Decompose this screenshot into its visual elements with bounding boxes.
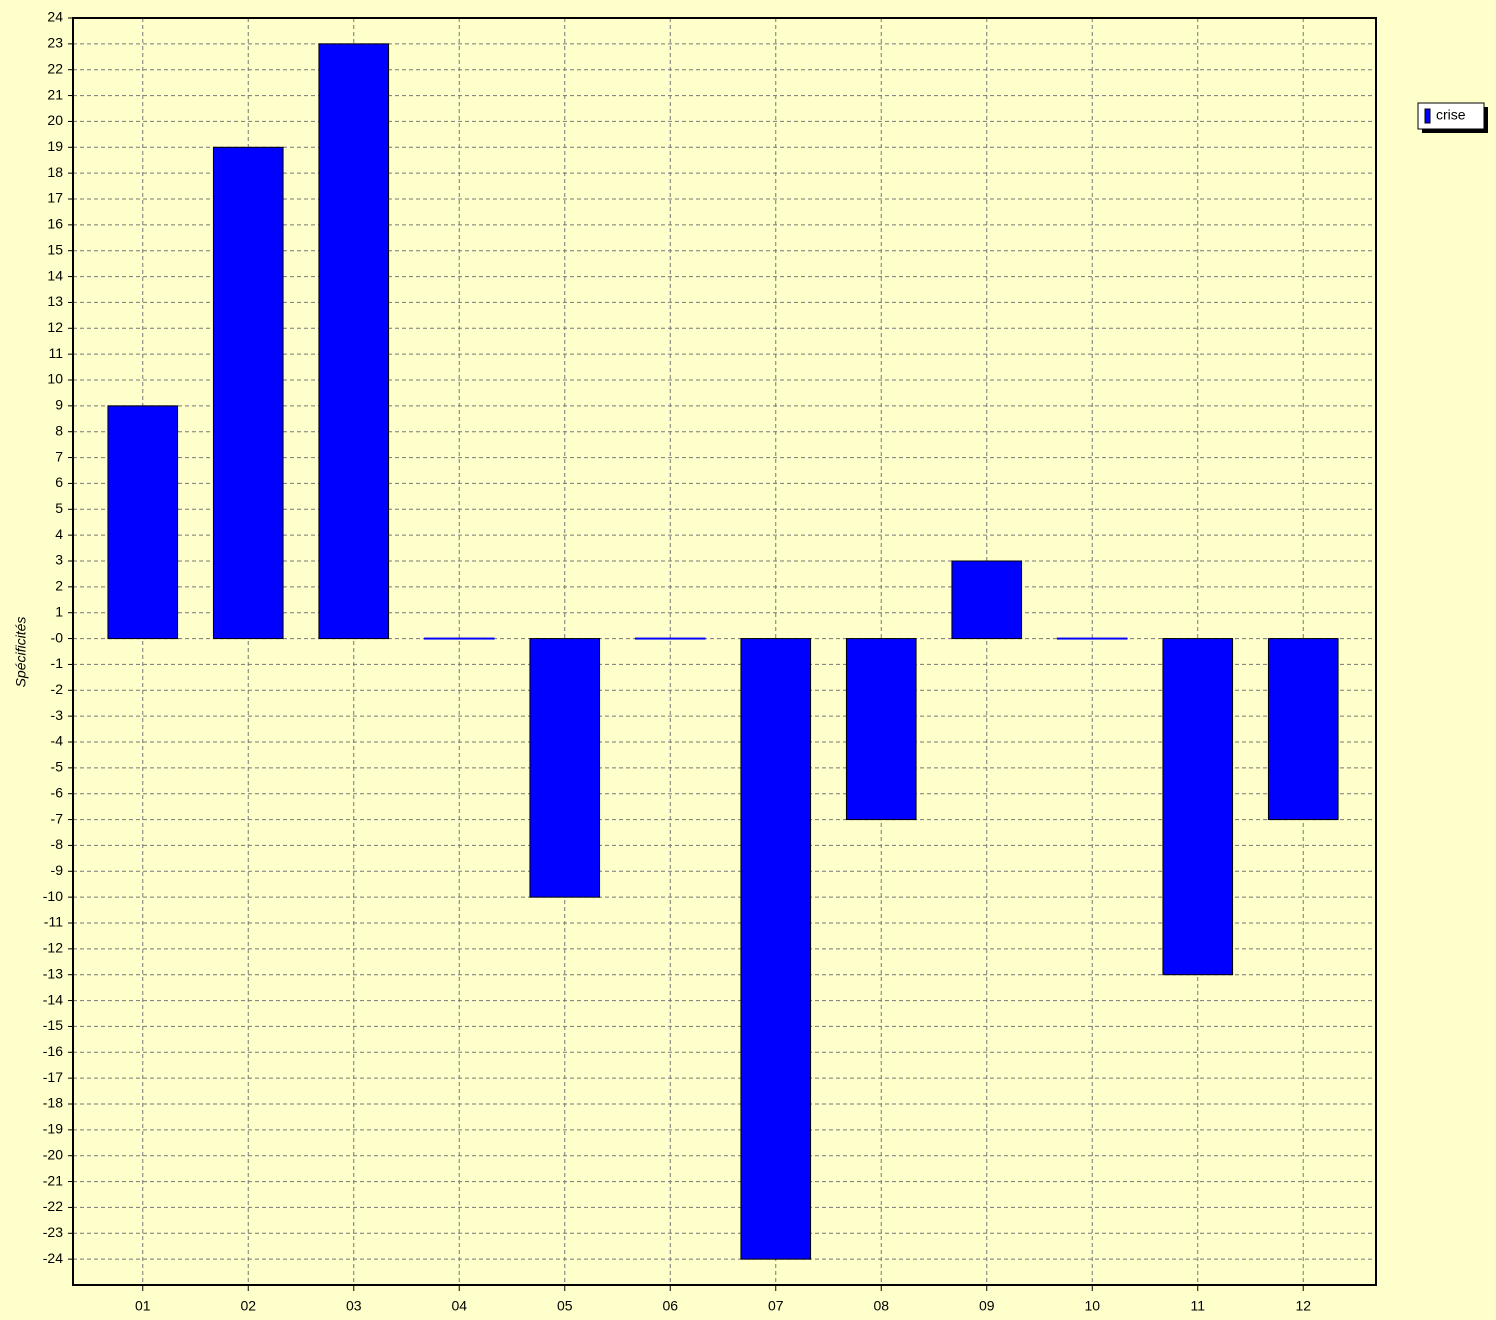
bar: [634, 637, 706, 640]
y-tick-label: -7: [51, 810, 64, 826]
legend-swatch: [1424, 108, 1431, 124]
y-tick-label: -13: [43, 965, 63, 981]
plot-frame: [72, 17, 1377, 1286]
y-tick-label: 7: [55, 448, 63, 464]
y-tick-label: 21: [47, 86, 63, 102]
y-tick-label: -12: [43, 940, 63, 956]
bar: [423, 637, 495, 640]
y-tick-label: -15: [43, 1017, 63, 1033]
bar: [212, 146, 284, 640]
y-tick-label: 8: [55, 422, 63, 438]
y-tick-label: 9: [55, 397, 63, 413]
x-tick-label: 02: [240, 1298, 256, 1314]
y-tick-label: -16: [43, 1043, 63, 1059]
y-tick-label: -14: [43, 991, 63, 1007]
y-tick-label: 14: [47, 267, 63, 283]
y-tick-label: -8: [51, 836, 64, 852]
y-tick-label: 5: [55, 500, 63, 516]
y-tick-label: -3: [51, 707, 64, 723]
bar: [529, 638, 601, 898]
y-tick-label: 19: [47, 138, 63, 154]
y-tick-label: 20: [47, 112, 63, 128]
y-tick-label: 23: [47, 35, 63, 51]
legend: crise: [1417, 102, 1488, 133]
x-tick-label: 12: [1295, 1298, 1311, 1314]
y-tick-label: -0: [51, 629, 64, 645]
x-tick-label: 03: [346, 1298, 362, 1314]
x-tick-label: 07: [768, 1298, 784, 1314]
y-tick-label: 4: [55, 526, 63, 542]
y-tick-label: -6: [51, 784, 64, 800]
bar: [1162, 638, 1234, 976]
y-tick-label: 16: [47, 216, 63, 232]
y-tick-label: 3: [55, 552, 63, 568]
bar: [1056, 637, 1128, 640]
y-tick-label: 2: [55, 578, 63, 594]
y-tick-label: 6: [55, 474, 63, 490]
y-tick-label: -2: [51, 681, 64, 697]
y-tick-label: -24: [43, 1250, 63, 1266]
bar: [845, 638, 917, 821]
x-tick-label: 08: [873, 1298, 889, 1314]
y-tick-label: -19: [43, 1121, 63, 1137]
bar: [740, 638, 812, 1260]
bar: [107, 405, 179, 640]
x-tick-label: 05: [557, 1298, 573, 1314]
y-tick-label: 11: [48, 345, 63, 361]
legend-label: crise: [1436, 107, 1466, 123]
y-tick-label: 13: [47, 293, 63, 309]
bar: [318, 43, 390, 640]
y-tick-label: 15: [47, 241, 63, 257]
y-tick-label: 24: [47, 9, 63, 25]
x-tick-label: 04: [451, 1298, 467, 1314]
y-tick-label: -23: [43, 1224, 63, 1240]
bar: [1267, 638, 1339, 821]
y-axis-label: Spécificités: [13, 617, 29, 688]
y-tick-label: 17: [47, 190, 63, 206]
y-tick-label: 12: [47, 319, 63, 335]
bar: [951, 560, 1023, 640]
y-tick-label: -11: [44, 914, 63, 930]
y-tick-label: -20: [43, 1146, 63, 1162]
x-tick-label: 09: [979, 1298, 995, 1314]
y-tick-label: -22: [43, 1198, 63, 1214]
y-tick-label: -10: [43, 888, 63, 904]
y-tick-label: -4: [51, 733, 64, 749]
y-tick-label: -1: [51, 655, 64, 671]
y-tick-label: 18: [47, 164, 63, 180]
x-tick-label: 06: [662, 1298, 678, 1314]
y-tick-label: 22: [47, 60, 63, 76]
y-tick-label: 10: [47, 371, 63, 387]
y-tick-label: -21: [43, 1172, 63, 1188]
y-tick-label: -18: [43, 1095, 63, 1111]
x-tick-label: 11: [1190, 1298, 1205, 1314]
y-tick-label: -9: [51, 862, 64, 878]
y-tick-label: -17: [43, 1069, 63, 1085]
x-tick-label: 10: [1084, 1298, 1100, 1314]
y-tick-label: 1: [55, 603, 63, 619]
x-tick-label: 01: [135, 1298, 151, 1314]
y-tick-label: -5: [51, 759, 64, 775]
